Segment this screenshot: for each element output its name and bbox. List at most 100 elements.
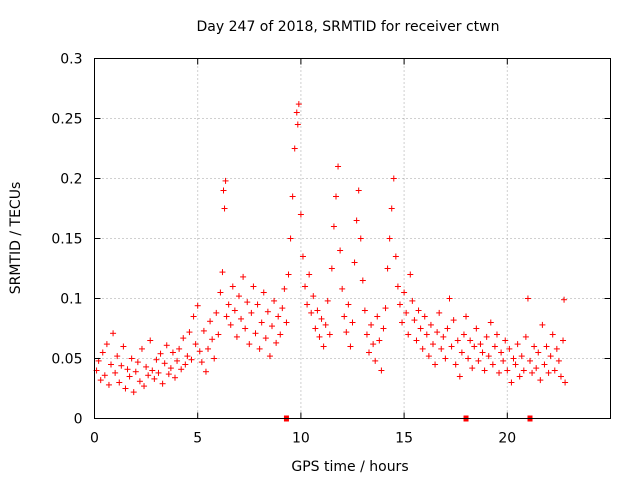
data-point xyxy=(444,325,451,332)
data-point xyxy=(394,283,401,290)
data-point xyxy=(246,341,253,348)
data-point xyxy=(205,345,212,352)
data-point xyxy=(450,317,457,324)
data-point xyxy=(514,341,521,348)
data-point xyxy=(110,330,117,337)
data-point xyxy=(500,357,507,364)
data-point xyxy=(221,205,228,212)
data-point xyxy=(328,265,335,272)
data-point xyxy=(266,353,273,360)
data-point xyxy=(440,333,447,340)
data-point xyxy=(496,369,503,376)
data-points xyxy=(93,101,569,422)
data-point xyxy=(254,301,261,308)
data-point xyxy=(229,283,236,290)
data-point xyxy=(388,205,395,212)
data-point xyxy=(213,309,220,316)
data-point xyxy=(223,313,230,320)
data-point xyxy=(485,353,492,360)
data-point xyxy=(273,339,280,346)
data-point xyxy=(465,355,472,362)
data-point xyxy=(310,293,317,300)
data-point xyxy=(155,369,162,376)
data-point xyxy=(275,313,282,320)
data-point xyxy=(359,277,366,284)
data-point xyxy=(561,296,568,303)
data-point xyxy=(339,285,346,292)
data-point xyxy=(297,211,304,218)
data-point xyxy=(289,193,296,200)
data-point xyxy=(421,313,428,320)
data-point xyxy=(475,357,482,364)
x-tick-labels: 0 5 10 15 20 xyxy=(90,431,516,447)
data-point xyxy=(368,321,375,328)
y-tick-label: 0.15 xyxy=(51,232,82,248)
data-point xyxy=(483,333,490,340)
data-point xyxy=(238,315,245,322)
data-point xyxy=(491,343,498,350)
data-point xyxy=(174,357,181,364)
data-point xyxy=(130,389,137,396)
data-point xyxy=(425,353,432,360)
data-point xyxy=(178,366,185,373)
data-point xyxy=(454,337,461,344)
data-point xyxy=(320,343,327,350)
y-tick-label: 0.2 xyxy=(60,172,82,188)
data-point xyxy=(285,271,292,278)
data-point xyxy=(209,336,216,343)
x-tick-label: 10 xyxy=(292,431,310,447)
data-point xyxy=(149,367,156,374)
data-point xyxy=(128,355,135,362)
data-point xyxy=(326,331,333,338)
x-tick-label: 15 xyxy=(395,431,413,447)
data-point xyxy=(116,379,123,386)
data-point xyxy=(458,349,465,356)
data-point xyxy=(277,331,284,338)
data-point xyxy=(161,360,168,367)
data-point xyxy=(361,307,368,314)
data-point xyxy=(452,361,459,368)
data-point xyxy=(541,361,548,368)
data-point xyxy=(312,325,319,332)
data-point xyxy=(411,317,418,324)
data-point xyxy=(231,307,238,314)
data-point xyxy=(520,367,527,374)
chart-title: Day 247 of 2018, SRMTID for receiver ctw… xyxy=(197,19,500,35)
data-point xyxy=(355,187,362,194)
x-tick-label: 5 xyxy=(193,431,202,447)
data-point xyxy=(434,329,441,336)
data-point xyxy=(543,343,550,350)
data-point xyxy=(330,223,337,230)
data-point xyxy=(549,331,556,338)
data-point xyxy=(527,357,534,364)
data-point xyxy=(347,343,354,350)
data-point xyxy=(432,361,439,368)
data-point xyxy=(529,369,536,376)
data-point xyxy=(384,265,391,272)
data-point xyxy=(415,307,422,314)
data-point xyxy=(136,378,143,385)
data-point xyxy=(281,285,288,292)
data-point xyxy=(399,319,406,326)
data-point xyxy=(219,269,226,276)
data-point xyxy=(510,355,517,362)
data-point xyxy=(279,305,286,312)
data-point xyxy=(396,301,403,308)
data-point xyxy=(547,353,554,360)
data-point xyxy=(233,333,240,340)
data-point xyxy=(512,361,519,368)
data-point xyxy=(560,337,567,344)
data-point xyxy=(487,319,494,326)
y-tick-label: 0 xyxy=(74,412,83,428)
data-point xyxy=(467,337,474,344)
data-point xyxy=(134,359,141,366)
data-point xyxy=(217,289,224,296)
data-point xyxy=(341,313,348,320)
data-point xyxy=(463,313,470,320)
data-point xyxy=(473,325,480,332)
data-point xyxy=(190,313,197,320)
data-point xyxy=(182,361,189,368)
data-point xyxy=(99,349,106,356)
data-point xyxy=(256,345,263,352)
